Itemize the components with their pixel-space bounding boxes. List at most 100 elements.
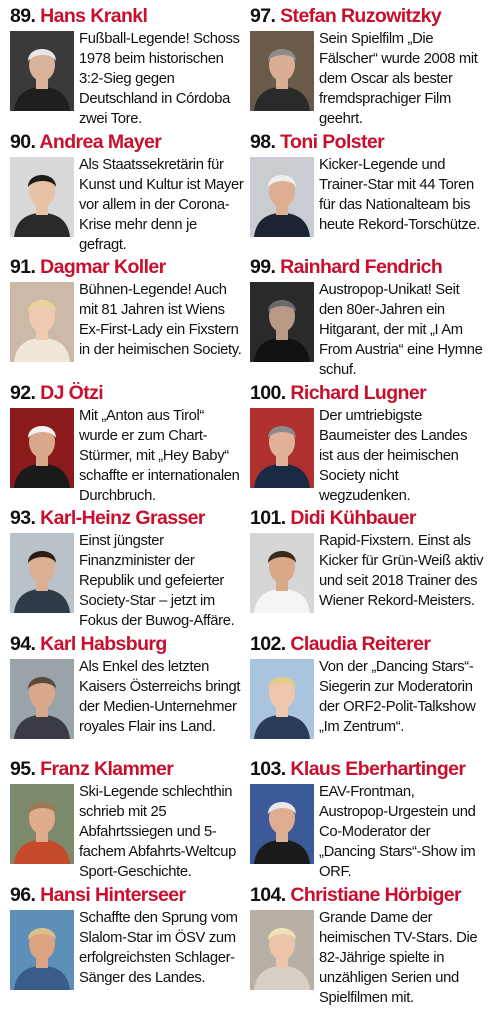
- entry-heading: 90. Andrea Mayer: [10, 130, 244, 155]
- entry-heading: 97. Stefan Ruzowitzky: [250, 4, 484, 29]
- ranking-entry: 97. Stefan Ruzowitzky Sein Spielfilm „Di…: [250, 4, 484, 130]
- entry-description: Als Staatssekretärin für Kunst und Kultu…: [79, 156, 244, 253]
- entry-heading: 101. Didi Kühbauer: [250, 506, 484, 531]
- entry-rank: 104.: [250, 883, 286, 906]
- entry-name: Rainhard Fendrich: [280, 256, 443, 278]
- entry-rank: 100.: [250, 381, 286, 404]
- portrait-photo: [250, 31, 314, 111]
- left-column: 89. Hans Krankl Fußball-Legende! Schoss …: [10, 4, 244, 1008]
- entry-heading: 102. Claudia Reiterer: [250, 632, 484, 657]
- ranking-entry: 104. Christiane Hörbiger Grande Dame der…: [250, 883, 484, 1009]
- entry-description: Von der „Dancing Stars“-Siegerin zur Mod…: [319, 658, 476, 735]
- portrait-photo: [10, 658, 74, 739]
- entry-rank: 91.: [10, 256, 36, 278]
- entry-name: Hansi Hinterseer: [40, 883, 186, 906]
- entry-heading: 99. Rainhard Fendrich: [250, 255, 484, 280]
- entry-rank: 89.: [10, 5, 36, 27]
- entry-name: Didi Kühbauer: [290, 507, 416, 529]
- ranking-entry: 93. Karl-Heinz Grasser Einst jüngster Fi…: [10, 506, 244, 632]
- ranking-entry: 102. Claudia Reiterer Von der „Dancing S…: [250, 632, 484, 758]
- entry-rank: 90.: [10, 130, 36, 153]
- entry-heading: 104. Christiane Hörbiger: [250, 883, 484, 908]
- ranking-entry: 101. Didi Kühbauer Rapid-Fixstern. Einst…: [250, 506, 484, 632]
- entry-rank: 93.: [10, 507, 36, 529]
- portrait-photo: [250, 156, 314, 237]
- entry-rank: 102.: [250, 632, 286, 655]
- portrait-illustration: [250, 156, 314, 237]
- entry-description: Mit „Anton aus Tirol“ wurde er zum Chart…: [79, 407, 240, 504]
- ranking-entry: 95. Franz Klammer Ski-Legende schlechthi…: [10, 757, 244, 883]
- entry-name: Toni Polster: [280, 130, 385, 153]
- ranking-entry: 91. Dagmar Koller Bühnen-Legende! Auch m…: [10, 255, 244, 381]
- entry-description: Rapid-Fixstern. Einst als Kicker für Grü…: [319, 533, 484, 609]
- portrait-illustration: [250, 658, 314, 739]
- portrait-photo: [250, 282, 314, 362]
- entry-name: Hans Krankl: [40, 5, 148, 27]
- entry-description: Der umtriebigste Baumeister des Landes i…: [319, 407, 468, 504]
- entry-rank: 97.: [250, 5, 276, 27]
- entry-heading: 92. DJ Ötzi: [10, 381, 244, 406]
- portrait-illustration: [250, 31, 314, 111]
- ranking-entry: 99. Rainhard Fendrich Austropop-Unikat! …: [250, 255, 484, 381]
- portrait-illustration: [10, 658, 74, 739]
- portrait-photo: [250, 658, 314, 739]
- portrait-photo: [10, 282, 74, 362]
- entry-name: Franz Klammer: [40, 758, 174, 780]
- portrait-photo: [250, 784, 314, 864]
- portrait-illustration: [250, 784, 314, 864]
- ranking-entry: 89. Hans Krankl Fußball-Legende! Schoss …: [10, 4, 244, 130]
- portrait-illustration: [10, 533, 74, 613]
- entry-description: Ski-Legende schlechthin schrieb mit 25 A…: [79, 784, 236, 880]
- portrait-photo: [10, 533, 74, 613]
- portrait-illustration: [250, 909, 314, 990]
- portrait-illustration: [10, 784, 74, 864]
- entry-rank: 98.: [250, 130, 276, 153]
- entry-heading: 98. Toni Polster: [250, 130, 484, 155]
- ranking-entry: 96. Hansi Hinterseer Schaffte den Sprung…: [10, 883, 244, 1009]
- entry-heading: 89. Hans Krankl: [10, 4, 244, 29]
- entry-name: Dagmar Koller: [40, 256, 166, 278]
- right-column: 97. Stefan Ruzowitzky Sein Spielfilm „Di…: [250, 4, 484, 1008]
- portrait-photo: [250, 407, 314, 488]
- entry-rank: 101.: [250, 507, 286, 529]
- entry-name: Klaus Eberhartinger: [290, 758, 466, 780]
- entry-description: Einst jüngster Finanzminister der Republ…: [79, 533, 235, 629]
- entry-heading: 95. Franz Klammer: [10, 757, 244, 782]
- entry-name: Karl Habsburg: [40, 632, 167, 655]
- entry-rank: 94.: [10, 632, 36, 655]
- ranking-entry: 103. Klaus Eberhartinger EAV-Frontman, A…: [250, 757, 484, 883]
- portrait-illustration: [250, 282, 314, 362]
- entry-rank: 99.: [250, 256, 276, 278]
- portrait-illustration: [250, 407, 314, 488]
- entry-rank: 92.: [10, 381, 36, 404]
- portrait-illustration: [10, 156, 74, 237]
- portrait-illustration: [10, 282, 74, 362]
- portrait-illustration: [250, 533, 314, 613]
- entry-name: Stefan Ruzowitzky: [280, 5, 442, 27]
- entry-heading: 96. Hansi Hinterseer: [10, 883, 244, 908]
- portrait-photo: [10, 31, 74, 111]
- entry-description: Kicker-Legende und Trainer-Star mit 44 T…: [319, 156, 481, 233]
- entry-heading: 93. Karl-Heinz Grasser: [10, 506, 244, 531]
- entry-description: Grande Dame der heimischen TV-Stars. Die…: [319, 909, 478, 1006]
- entry-description: Bühnen-Legende! Auch mit 81 Jahren ist W…: [79, 282, 242, 358]
- entry-name: Christiane Hörbiger: [290, 883, 462, 906]
- portrait-illustration: [10, 31, 74, 111]
- entry-description: EAV-Frontman, Austropop-Urgestein und Co…: [319, 784, 476, 880]
- ranking-entry: 94. Karl Habsburg Als Enkel des letzten …: [10, 632, 244, 758]
- entry-name: Claudia Reiterer: [290, 632, 431, 655]
- entry-rank: 96.: [10, 883, 36, 906]
- entry-heading: 100. Richard Lugner: [250, 381, 484, 406]
- entry-heading: 91. Dagmar Koller: [10, 255, 244, 280]
- entry-name: Richard Lugner: [290, 381, 427, 404]
- entry-name: DJ Ötzi: [40, 381, 104, 404]
- entry-name: Andrea Mayer: [39, 130, 162, 153]
- entry-heading: 94. Karl Habsburg: [10, 632, 244, 657]
- entry-description: Sein Spielfilm „Die Fälscher“ wurde 2008…: [319, 31, 478, 127]
- portrait-photo: [250, 909, 314, 990]
- portrait-illustration: [10, 407, 74, 488]
- entry-rank: 103.: [250, 758, 286, 780]
- entry-name: Karl-Heinz Grasser: [40, 507, 205, 529]
- portrait-illustration: [10, 909, 74, 990]
- ranking-entry: 98. Toni Polster Kicker-Legende und Trai…: [250, 130, 484, 256]
